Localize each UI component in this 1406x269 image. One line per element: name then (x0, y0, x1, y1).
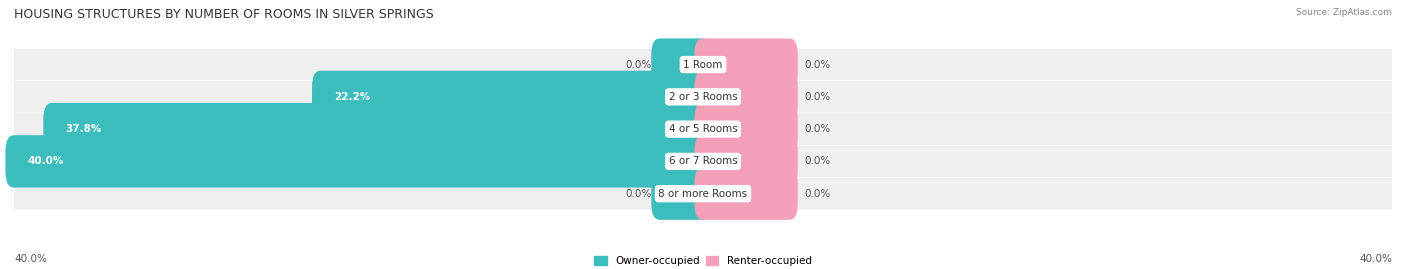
FancyBboxPatch shape (14, 146, 1392, 177)
Text: 1 Room: 1 Room (683, 59, 723, 70)
Text: 0.0%: 0.0% (626, 189, 651, 199)
Text: 22.2%: 22.2% (335, 92, 371, 102)
Text: 0.0%: 0.0% (804, 189, 831, 199)
Text: 0.0%: 0.0% (626, 59, 651, 70)
Text: 37.8%: 37.8% (66, 124, 103, 134)
Text: 40.0%: 40.0% (1360, 254, 1392, 264)
FancyBboxPatch shape (695, 71, 797, 123)
Text: 0.0%: 0.0% (804, 92, 831, 102)
Text: 2 or 3 Rooms: 2 or 3 Rooms (669, 92, 737, 102)
Text: 8 or more Rooms: 8 or more Rooms (658, 189, 748, 199)
Legend: Owner-occupied, Renter-occupied: Owner-occupied, Renter-occupied (595, 256, 811, 266)
FancyBboxPatch shape (44, 103, 711, 155)
FancyBboxPatch shape (695, 103, 797, 155)
Text: HOUSING STRUCTURES BY NUMBER OF ROOMS IN SILVER SPRINGS: HOUSING STRUCTURES BY NUMBER OF ROOMS IN… (14, 8, 434, 21)
Text: 0.0%: 0.0% (804, 124, 831, 134)
Text: Source: ZipAtlas.com: Source: ZipAtlas.com (1296, 8, 1392, 17)
FancyBboxPatch shape (6, 135, 711, 187)
FancyBboxPatch shape (14, 178, 1392, 210)
FancyBboxPatch shape (14, 49, 1392, 80)
Text: 40.0%: 40.0% (14, 254, 46, 264)
Text: 4 or 5 Rooms: 4 or 5 Rooms (669, 124, 737, 134)
Text: 6 or 7 Rooms: 6 or 7 Rooms (669, 156, 737, 167)
FancyBboxPatch shape (312, 71, 711, 123)
FancyBboxPatch shape (651, 38, 711, 91)
FancyBboxPatch shape (695, 38, 797, 91)
Text: 0.0%: 0.0% (804, 156, 831, 167)
FancyBboxPatch shape (14, 113, 1392, 145)
FancyBboxPatch shape (695, 135, 797, 187)
Text: 0.0%: 0.0% (804, 59, 831, 70)
FancyBboxPatch shape (651, 168, 711, 220)
Text: 40.0%: 40.0% (28, 156, 65, 167)
FancyBboxPatch shape (695, 168, 797, 220)
FancyBboxPatch shape (14, 81, 1392, 113)
